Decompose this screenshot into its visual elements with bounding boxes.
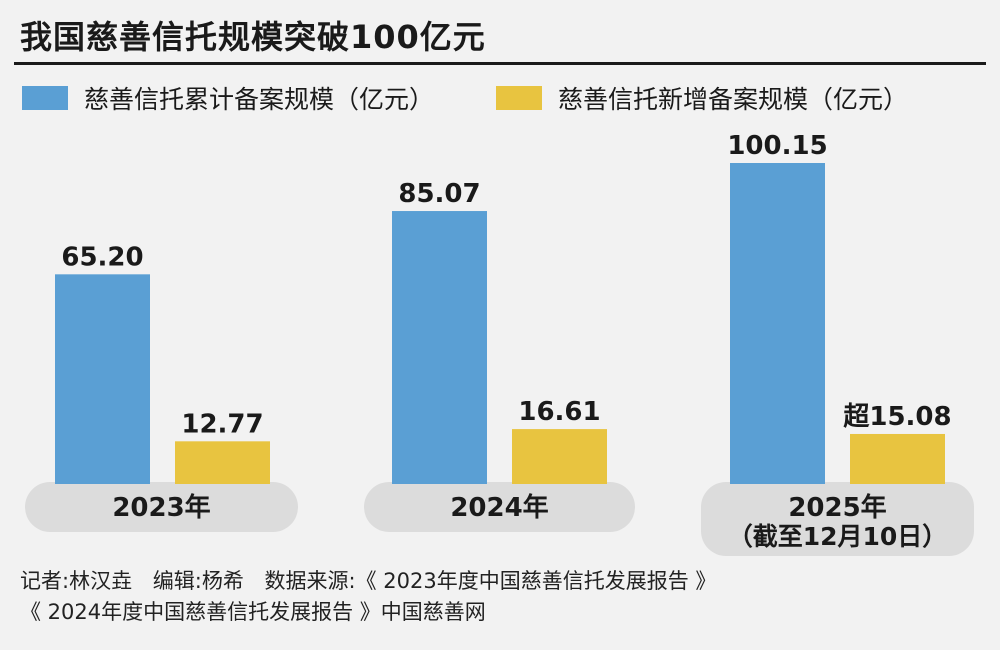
legend-swatch-new xyxy=(496,86,542,110)
bar xyxy=(730,163,825,484)
legend-label-cumulative: 慈善信托累计备案规模（亿元） xyxy=(84,85,435,114)
category-pill xyxy=(25,482,298,532)
data-label: 100.15 xyxy=(727,131,827,161)
footer-source-line1: 数据来源:《 2023年度中国慈善信托发展报告 》 xyxy=(264,569,717,593)
legend-item-new: 慈善信托新增备案规模（亿元） xyxy=(496,80,908,116)
footer-editor: 编辑:杨希 xyxy=(152,569,244,593)
data-label: 65.20 xyxy=(61,242,143,272)
bar xyxy=(175,441,270,484)
category-note: （截至12月10日） xyxy=(728,522,948,551)
category-label: 2025年 xyxy=(788,492,886,523)
footer-reporter: 记者:林汉垚 xyxy=(20,569,133,593)
chart-title: 我国慈善信托规模突破100亿元 xyxy=(20,18,486,56)
category-label: 2024年 xyxy=(450,492,548,523)
data-label: 16.61 xyxy=(518,397,600,427)
bar xyxy=(55,274,150,484)
data-label: 85.07 xyxy=(398,179,480,209)
category-pill xyxy=(364,482,635,532)
legend-label-new: 慈善信托新增备案规模（亿元） xyxy=(558,85,909,114)
legend: 慈善信托累计备案规模（亿元） 慈善信托新增备案规模（亿元） xyxy=(20,80,980,114)
bar xyxy=(512,429,607,484)
bar xyxy=(850,433,945,484)
legend-swatch-cumulative xyxy=(22,86,68,110)
footer-source-line2: 《 2024年度中国慈善信托发展报告 》中国慈善网 xyxy=(20,600,486,624)
category-label: 2023年 xyxy=(112,492,210,523)
footer: 记者:林汉垚 编辑:杨希 数据来源:《 2023年度中国慈善信托发展报告 》 《… xyxy=(20,566,730,628)
bar xyxy=(392,211,487,485)
data-label: 12.77 xyxy=(181,409,263,439)
data-label: 超15.08 xyxy=(843,402,951,432)
legend-item-cumulative: 慈善信托累计备案规模（亿元） xyxy=(22,80,434,116)
category-pill xyxy=(701,482,974,556)
title-divider xyxy=(14,62,986,65)
